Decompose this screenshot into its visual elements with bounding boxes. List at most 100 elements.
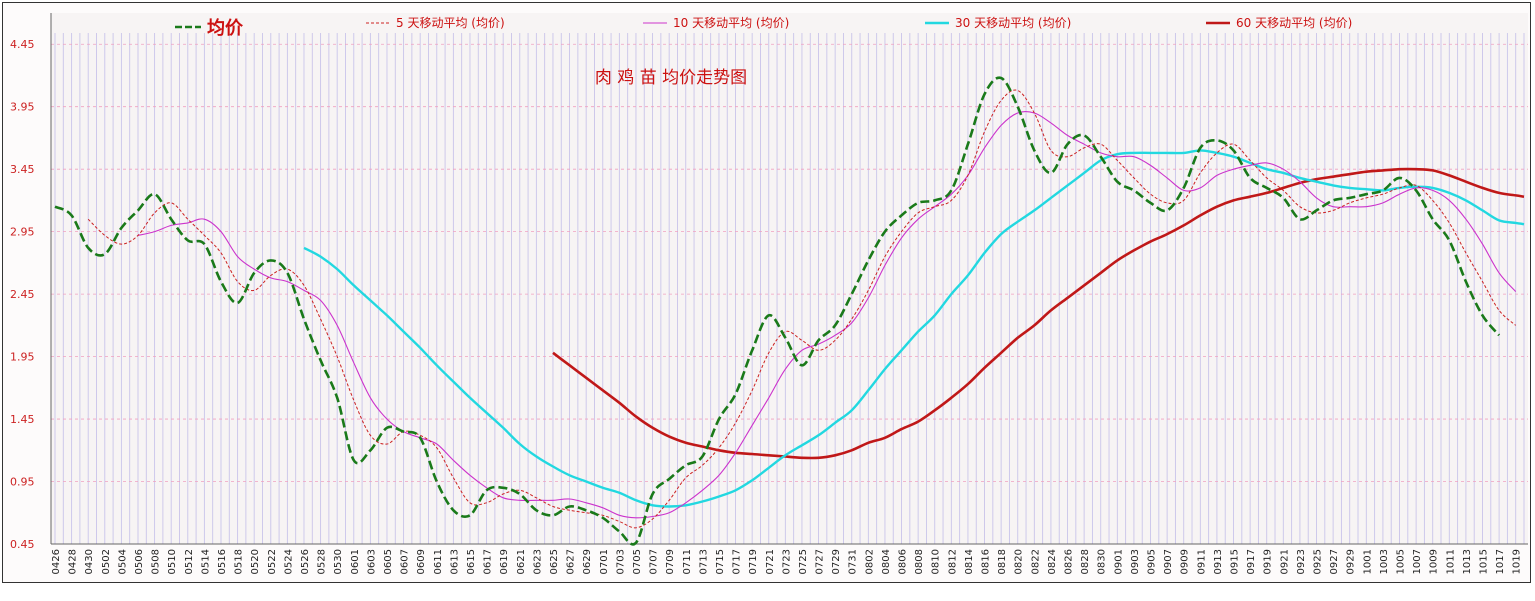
x-tick-label: 0707: [649, 549, 660, 574]
x-tick-label: 0711: [682, 549, 693, 574]
series-line-0: [54, 76, 1501, 546]
x-tick-label: 0625: [549, 549, 560, 574]
x-tick-label: 0802: [864, 549, 875, 574]
x-tick-label: 0911: [1196, 549, 1207, 574]
x-tick-label: 1003: [1379, 549, 1390, 574]
x-tick-label: 0907: [1163, 549, 1174, 574]
x-tick-label: 1001: [1362, 549, 1373, 574]
x-tick-label: 0522: [267, 549, 278, 574]
x-tick-label: 0603: [366, 549, 377, 574]
x-tick-label: 0729: [831, 549, 842, 574]
x-tick-label: 1007: [1412, 549, 1423, 574]
x-tick-label: 0504: [117, 549, 128, 574]
legend-label-2: 10 天移动平均 (均价): [673, 16, 789, 30]
x-tick-label: 1011: [1445, 549, 1456, 574]
y-tick-label: 1.95: [10, 351, 35, 364]
x-tick-label: 0605: [383, 549, 394, 574]
x-tick-label: 0705: [632, 549, 643, 574]
x-tick-label: 0824: [1047, 549, 1058, 574]
x-tick-label: 0808: [914, 549, 925, 574]
x-tick-label: 0508: [151, 549, 162, 574]
x-tick-label: 0601: [350, 549, 361, 574]
x-tick-label: 0426: [51, 549, 62, 574]
x-tick-label: 0806: [898, 549, 909, 574]
x-tick-label: 0709: [665, 549, 676, 574]
x-tick-label: 0611: [433, 549, 444, 574]
x-tick-label: 0615: [466, 549, 477, 574]
x-tick-label: 0627: [566, 549, 577, 574]
x-tick-label: 1017: [1495, 549, 1506, 574]
x-tick-label: 0915: [1230, 549, 1241, 574]
x-tick-label: 0816: [981, 549, 992, 574]
y-axis-ticks: 0.45 0.95 1.45 1.95 2.45 2.95 3.45 3.95 4.45: [10, 38, 35, 551]
x-tick-label: 1013: [1462, 549, 1473, 574]
x-tick-label: 0901: [1113, 549, 1124, 574]
x-tick-label: 0510: [167, 549, 178, 574]
x-tick-label: 0530: [333, 549, 344, 574]
chart-title: 肉 鸡 苗 均价走势图: [595, 68, 747, 88]
y-tick-label: 1.45: [10, 413, 35, 426]
x-tick-label: 0905: [1147, 549, 1158, 574]
legend-label-0: 均价: [207, 17, 244, 39]
x-tick-label: 0512: [184, 549, 195, 574]
x-tick-label: 0804: [881, 549, 892, 574]
x-tick-label: 0619: [499, 549, 510, 574]
x-tick-label: 1009: [1429, 549, 1440, 574]
x-tick-label: 0623: [532, 549, 543, 574]
x-tick-label: 0526: [300, 549, 311, 574]
x-tick-label: 0818: [997, 549, 1008, 574]
x-tick-label: 0812: [947, 549, 958, 574]
x-tick-label: 0528: [317, 549, 328, 574]
x-tick-label: 0621: [516, 549, 527, 574]
x-tick-label: 0719: [748, 549, 759, 574]
x-tick-label: 0909: [1180, 549, 1191, 574]
x-tick-label: 0520: [250, 549, 261, 574]
x-tick-label: 0820: [1014, 549, 1025, 574]
x-tick-label: 0715: [715, 549, 726, 574]
legend-label-4: 60 天移动平均 (均价): [1236, 16, 1352, 30]
x-tick-label: 1005: [1396, 549, 1407, 574]
x-tick-label: 0727: [815, 549, 826, 574]
x-tick-label: 0830: [1097, 549, 1108, 574]
legend: 均价 5 天移动平均 (均价) 10 天移动平均 (均价) 30 天移动平均 (均价)…: [175, 16, 1352, 39]
x-tick-label: 0524: [283, 549, 294, 574]
y-tick-label: 0.45: [10, 538, 35, 551]
x-tick-label: 0810: [931, 549, 942, 574]
x-tick-label: 0826: [1064, 549, 1075, 574]
x-tick-label: 0502: [101, 549, 112, 574]
y-tick-label: 2.95: [10, 226, 35, 239]
x-tick-label: 0828: [1080, 549, 1091, 574]
x-tick-label: 0713: [698, 549, 709, 574]
x-tick-label: 0925: [1313, 549, 1324, 574]
series-line-3: [303, 149, 1525, 508]
x-tick-label: 1019: [1512, 549, 1523, 574]
x-tick-label: 0929: [1346, 549, 1357, 574]
series-line-1: [87, 89, 1517, 529]
x-tick-label: 0617: [483, 549, 494, 574]
y-tick-label: 0.95: [10, 476, 35, 489]
plot-background: [51, 13, 1528, 544]
x-tick-label: 0721: [765, 549, 776, 574]
x-tick-label: 0516: [217, 549, 228, 574]
x-tick-label: 0609: [416, 549, 427, 574]
x-tick-label: 0701: [599, 549, 610, 574]
x-tick-label: 0923: [1296, 549, 1307, 574]
x-axis-ticks: 0426 0428 0430 0502 0504 0506 0508 0510 0512 0514…: [51, 549, 1523, 574]
x-tick-label: 0629: [582, 549, 593, 574]
y-tick-label: 4.45: [10, 38, 35, 51]
x-tick-label: 0703: [615, 549, 626, 574]
x-tick-label: 0514: [200, 549, 211, 574]
plot-area: [51, 13, 1528, 544]
x-tick-label: 0917: [1246, 549, 1257, 574]
x-tick-label: 0613: [449, 549, 460, 574]
chart-frame: 0.45 0.95 1.45 1.95 2.45 2.95 3.45 3.95 4.45 042…: [2, 2, 1531, 583]
x-tick-label: 0927: [1329, 549, 1340, 574]
y-tick-label: 3.95: [10, 101, 35, 114]
x-tick-label: 0731: [848, 549, 859, 574]
x-tick-label: 0822: [1030, 549, 1041, 574]
x-tick-label: 0814: [964, 549, 975, 574]
series-lines: [54, 76, 1525, 546]
series-line-2: [137, 111, 1517, 519]
x-tick-label: 0518: [234, 549, 245, 574]
x-tick-label: 0919: [1263, 549, 1274, 574]
